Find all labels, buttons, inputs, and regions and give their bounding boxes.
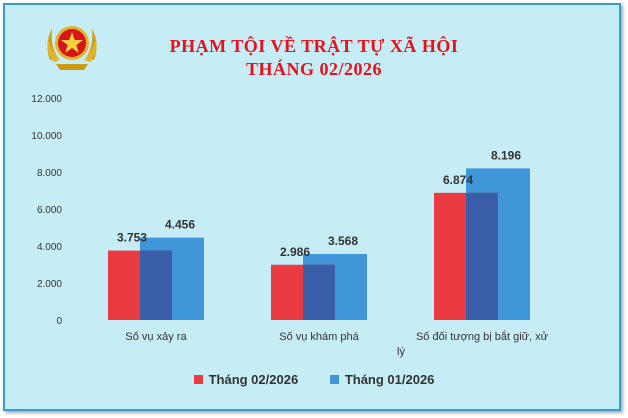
legend-swatch-feb (193, 375, 203, 384)
x-category-label: Số vụ xảy ra (125, 331, 187, 343)
legend-item-jan: Tháng 01/2026 (329, 372, 435, 387)
data-label-series-2: 8.196 (491, 148, 521, 162)
y-tick-label: 2.000 (37, 279, 62, 290)
data-label-series-2: 3.568 (328, 234, 358, 248)
bar-overlap (466, 192, 498, 320)
chart-title-line1: PHẠM TỘI VỀ TRẬT TỰ XÃ HỘI (169, 36, 459, 56)
y-tick-label: 12.000 (31, 94, 62, 105)
x-category-label: Số vụ khám phá (279, 331, 359, 343)
legend: Tháng 02/2026 Tháng 01/2026 (0, 372, 628, 387)
legend-label-feb: Tháng 02/2026 (208, 372, 299, 387)
chart-title-line2: THÁNG 02/2026 (245, 59, 382, 79)
x-category-label: Số đối tượng bị bắt giữ, xử (416, 330, 549, 343)
x-category-label-cont: lý (397, 346, 405, 358)
legend-label-jan: Tháng 01/2026 (344, 372, 435, 387)
y-tick-label: 8.000 (37, 168, 62, 179)
data-label-series-1: 2.986 (280, 245, 310, 259)
data-label-series-1: 3.753 (117, 231, 147, 245)
y-tick-label: 10.000 (31, 131, 62, 142)
y-tick-label: 4.000 (37, 242, 62, 253)
legend-swatch-jan (329, 375, 339, 384)
legend-item-feb: Tháng 02/2026 (193, 372, 299, 387)
police-emblem-icon (47, 26, 97, 70)
y-tick-label: 0 (56, 316, 62, 327)
bar-overlap (303, 264, 335, 320)
data-label-series-1: 6.874 (443, 173, 473, 187)
data-label-series-2: 4.456 (165, 218, 195, 232)
y-tick-label: 6.000 (37, 205, 62, 216)
bar-overlap (140, 250, 172, 320)
